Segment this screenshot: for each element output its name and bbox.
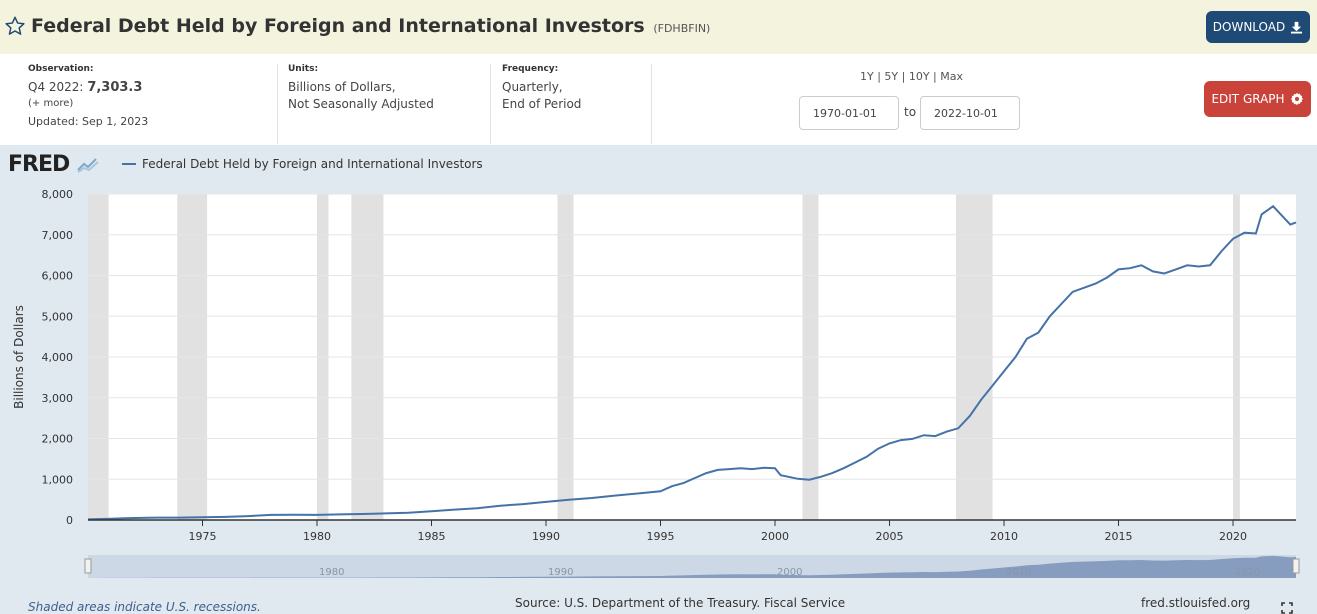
series-title: Federal Debt Held by Foreign and Interna…	[31, 15, 645, 37]
y-tick-label: 3,000	[42, 392, 74, 405]
divider	[277, 64, 278, 144]
navigator-series-area	[88, 555, 1296, 578]
navigator-labels: 1980 1990 2000 2010 2020	[319, 567, 1260, 578]
star-icon[interactable]	[4, 15, 26, 37]
x-tick-label: 1985	[418, 530, 446, 543]
fullscreen-icon[interactable]	[1281, 602, 1293, 614]
fred-logo-text: FRED	[8, 152, 70, 177]
observation-label: Observation:	[28, 64, 94, 74]
y-tick-label: 2,000	[42, 433, 74, 446]
to-label: to	[904, 105, 917, 119]
y-axis-ticks: 0 1,000 2,000 3,000 4,000 5,000 6,000 7,000 8,00…	[42, 188, 74, 527]
chart-legend[interactable]: Federal Debt Held by Foreign and Interna…	[122, 157, 483, 171]
series-id: (FDHBFIN)	[653, 22, 711, 35]
navigator-handle-left[interactable]	[84, 558, 92, 574]
frequency-line-2: End of Period	[502, 97, 582, 111]
divider	[490, 64, 491, 144]
more-link[interactable]: (+ more)	[28, 98, 74, 109]
y-tick-label: 0	[66, 514, 73, 527]
divider	[651, 64, 652, 144]
navigator-label: 2020	[1235, 567, 1260, 578]
page-title: Federal Debt Held by Foreign and Interna…	[31, 15, 710, 37]
download-button[interactable]: DOWNLOAD	[1206, 11, 1310, 43]
page-header: Federal Debt Held by Foreign and Interna…	[0, 0, 1317, 54]
gear-icon	[1290, 92, 1303, 106]
x-tick-label: 1975	[189, 530, 217, 543]
y-tick-label: 7,000	[42, 229, 74, 242]
source-text: Source: U.S. Department of the Treasury.…	[515, 596, 846, 610]
fred-logo: FRED	[8, 152, 100, 177]
navigator-handle-right[interactable]	[1292, 558, 1300, 574]
observation-period: Q4 2022:	[28, 80, 84, 94]
x-tick-label: 2020	[1219, 530, 1247, 543]
recession-note: Shaded areas indicate U.S. recessions.	[28, 600, 261, 614]
updated-date: Updated: Sep 1, 2023	[28, 115, 149, 128]
observation-value: 7,303.3	[87, 80, 143, 95]
units-block: Units: Billions of Dollars, Not Seasonal…	[288, 64, 434, 144]
y-tick-label: 6,000	[42, 270, 74, 283]
frequency-line-1: Quarterly,	[502, 80, 563, 94]
observation-line: Q4 2022: 7,303.3	[28, 79, 148, 96]
units-line-2: Not Seasonally Adjusted	[288, 97, 434, 111]
download-icon	[1291, 21, 1303, 34]
range-selector[interactable]: 1Y | 5Y | 10Y | Max	[860, 70, 963, 83]
frequency-label: Frequency:	[502, 64, 559, 74]
x-tick-label: 1995	[647, 530, 675, 543]
y-tick-label: 1,000	[42, 473, 74, 486]
navigator-label: 2010	[1006, 567, 1031, 578]
x-tick-label: 2000	[761, 530, 789, 543]
y-tick-label: 8,000	[42, 188, 74, 201]
series-meta: Observation: Q4 2022: 7,303.3 (+ more) U…	[0, 54, 1317, 145]
legend-label: Federal Debt Held by Foreign and Interna…	[142, 157, 483, 171]
edit-graph-button[interactable]: EDIT GRAPH	[1204, 81, 1311, 117]
navigator-label: 1990	[548, 567, 573, 578]
observation-block: Observation: Q4 2022: 7,303.3 (+ more) U…	[28, 64, 148, 144]
navigator-label: 1980	[319, 567, 344, 578]
series-line	[87, 204, 1297, 521]
site-link[interactable]: fred.stlouisfed.org	[1141, 596, 1251, 610]
y-tick-label: 4,000	[42, 351, 74, 364]
x-tick-label: 1980	[303, 530, 331, 543]
x-tick-label: 2015	[1105, 530, 1133, 543]
y-tick-label: 5,000	[42, 310, 74, 323]
start-date-input[interactable]: 1970-01-01	[799, 96, 899, 130]
x-tick-label: 1990	[532, 530, 560, 543]
frequency-block: Frequency: Quarterly, End of Period	[502, 64, 581, 144]
x-tick-label: 2005	[876, 530, 904, 543]
x-axis-ticks: 1975 1980 1985 1990 1995 2000 2005 2010 2015 2020	[189, 520, 1247, 543]
end-date-input[interactable]: 2022-10-01	[920, 96, 1020, 130]
y-axis-label: Billions of Dollars	[12, 305, 26, 409]
edit-graph-label: EDIT GRAPH	[1211, 92, 1285, 106]
x-tick-label: 2010	[990, 530, 1018, 543]
navigator-label: 2000	[777, 567, 802, 578]
download-label: DOWNLOAD	[1212, 20, 1286, 34]
units-label: Units:	[288, 64, 319, 74]
units-line-1: Billions of Dollars,	[288, 80, 396, 94]
fred-chart-icon	[75, 155, 100, 173]
legend-swatch	[122, 163, 136, 165]
